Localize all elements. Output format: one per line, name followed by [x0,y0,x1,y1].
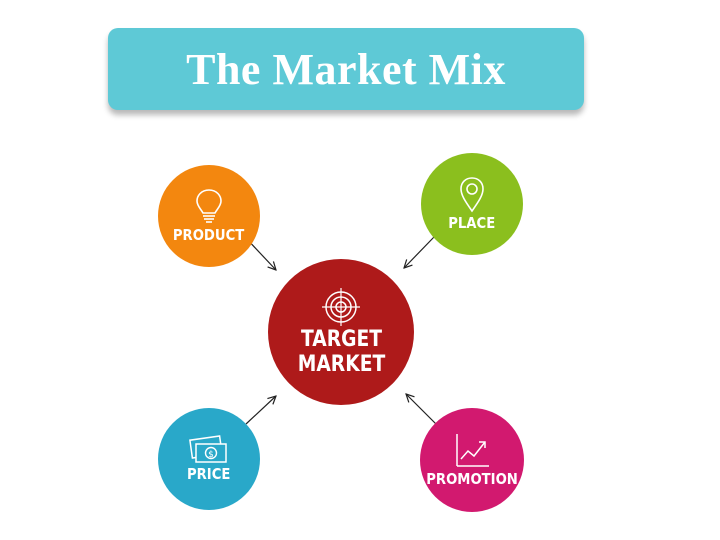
arrow-place-to-target [404,236,435,268]
page-title: The Market Mix [186,44,506,94]
promotion-node: PROMOTION [420,408,524,512]
svg-text:$: $ [208,450,214,460]
target-market-label: TARGET MARKET [297,326,385,377]
title-banner: The Market Mix [108,28,584,110]
arrow-price-to-target [245,396,276,425]
promotion-label: PROMOTION [426,470,518,489]
product-label: PRODUCT [173,226,245,245]
product-node: PRODUCT [158,165,260,267]
price-label: PRICE [187,465,231,484]
location-pin-icon [460,177,484,213]
money-icon: $ [189,435,227,464]
place-node: PLACE [421,153,523,255]
target-icon [322,287,360,326]
growth-chart-icon [456,434,489,468]
target-market-node: TARGET MARKET [268,259,414,405]
lightbulb-icon [196,189,222,224]
arrow-promotion-to-target [406,394,437,425]
place-label: PLACE [448,214,496,233]
price-node: $ PRICE [158,408,260,510]
